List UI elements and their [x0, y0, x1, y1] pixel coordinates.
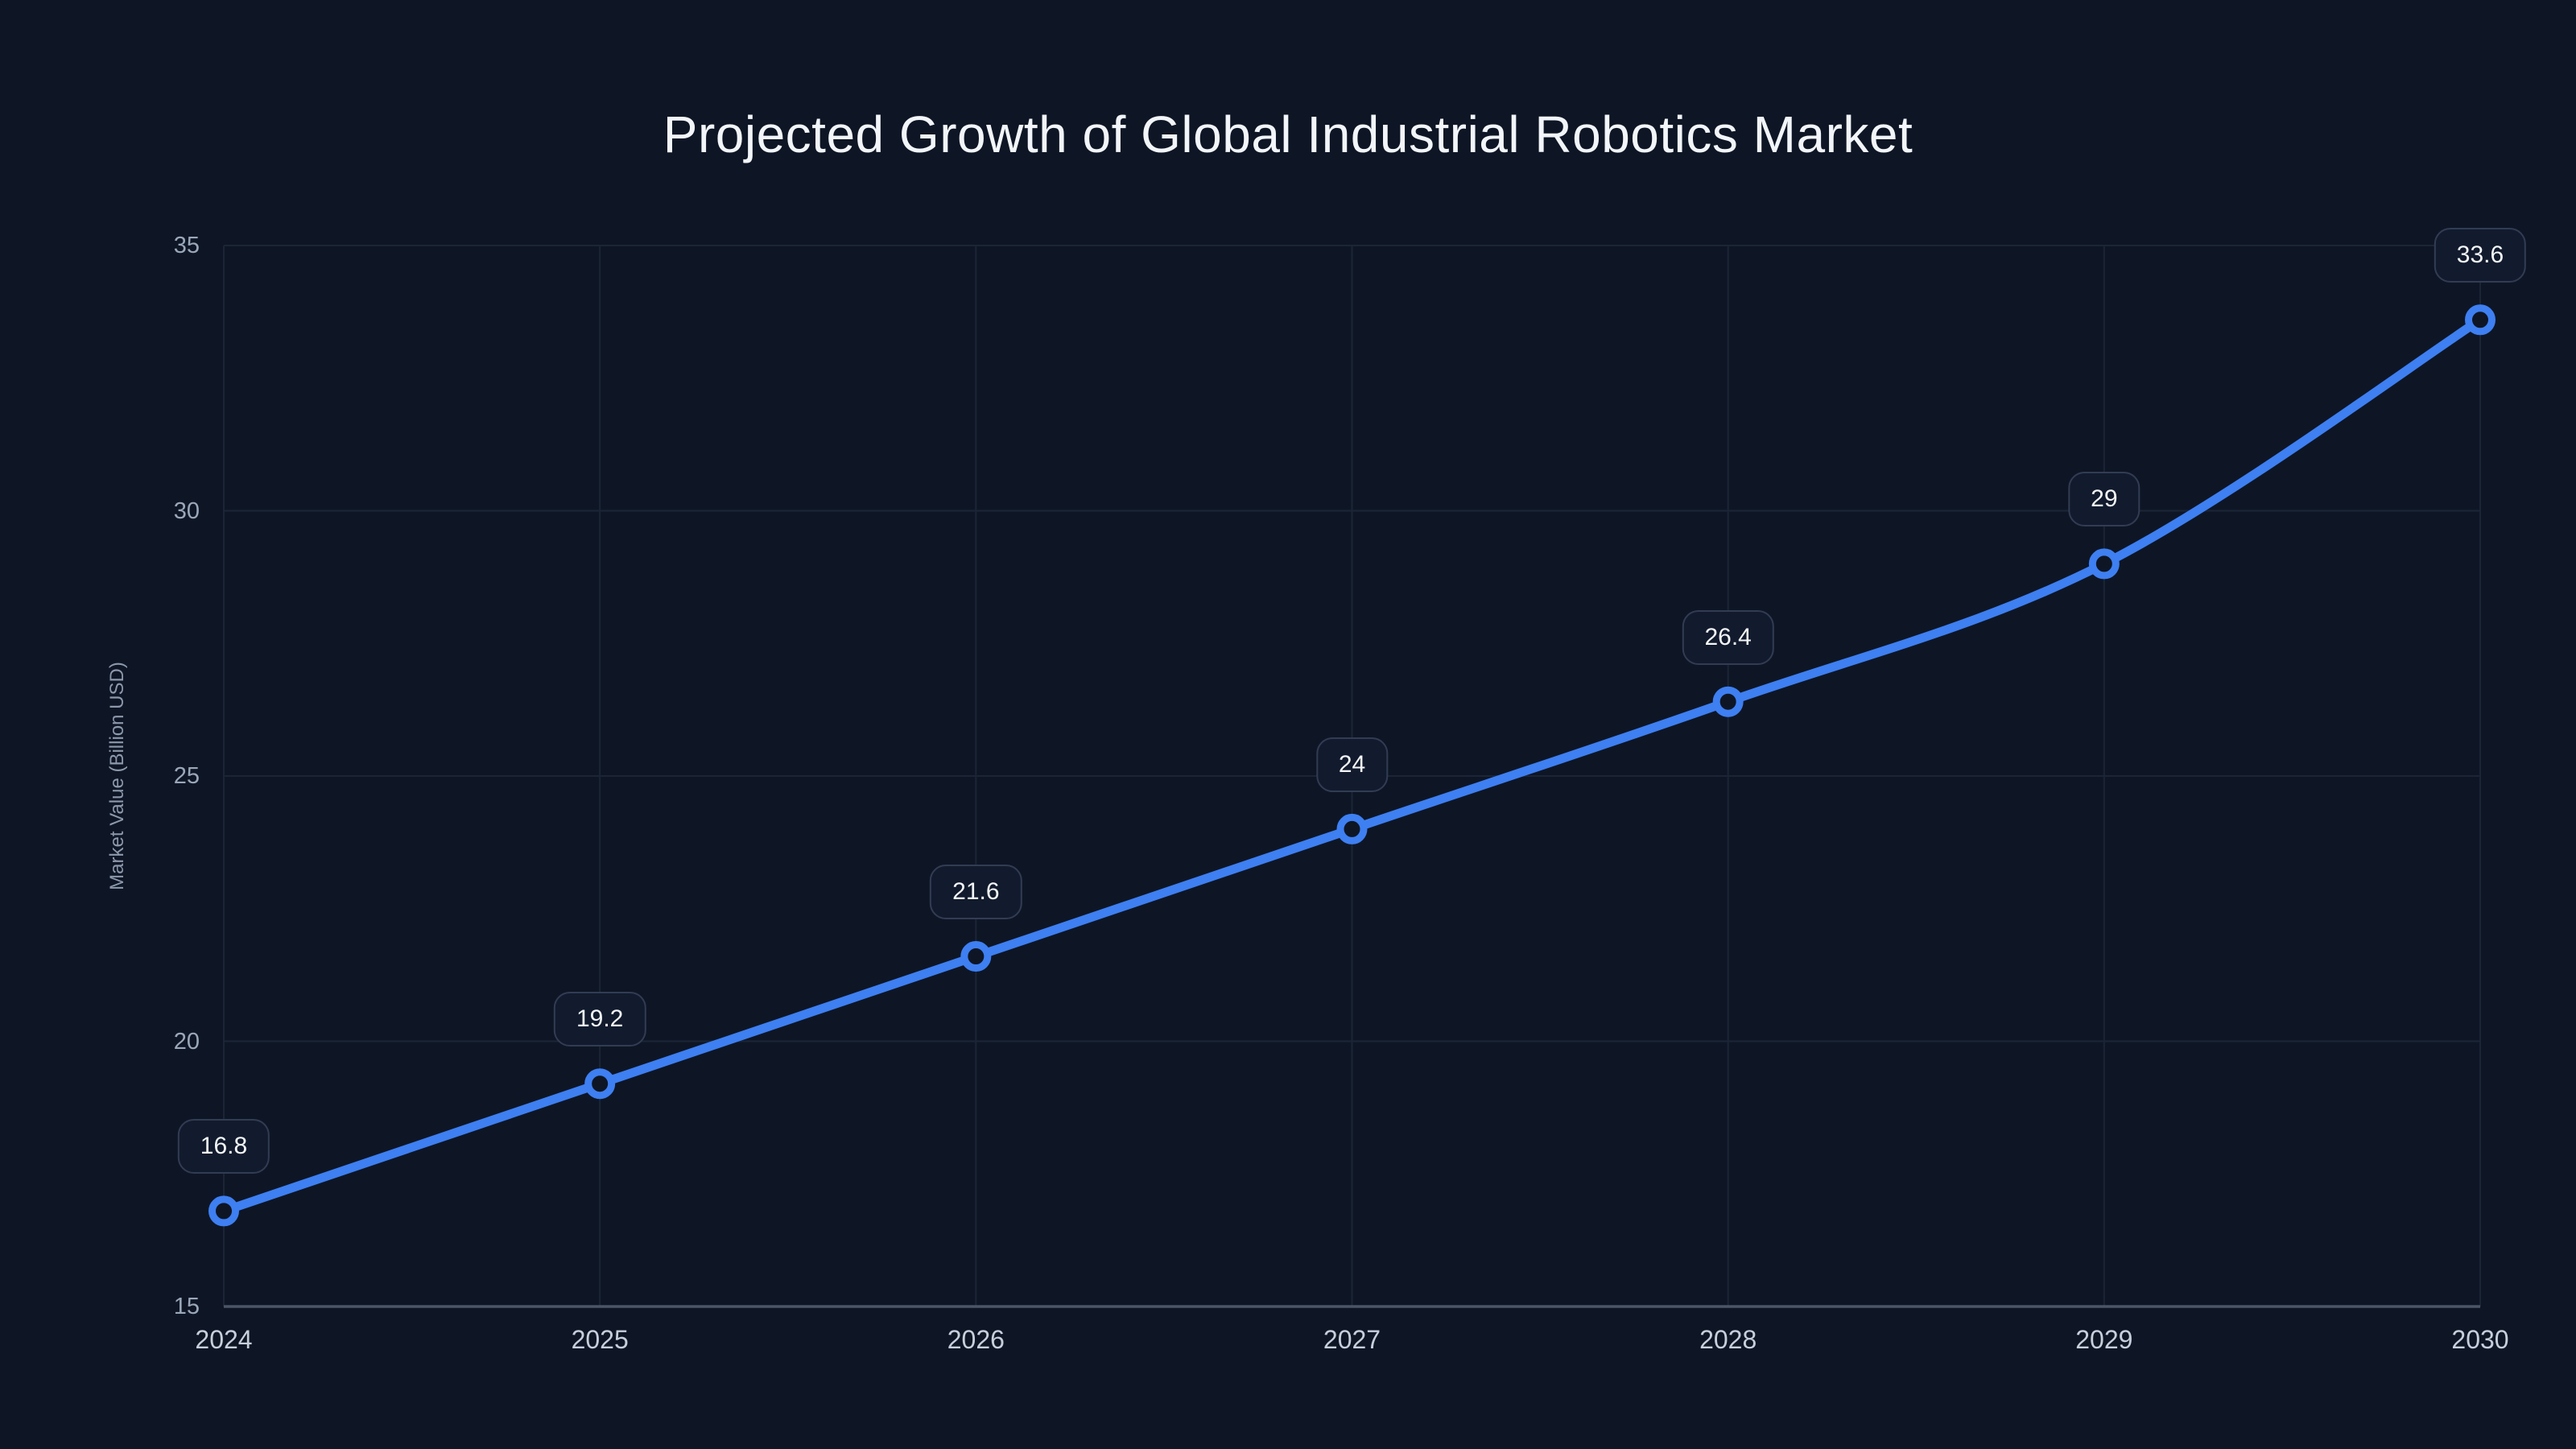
y-tick-label-30: 30	[173, 497, 200, 524]
data-point-2025	[584, 1068, 616, 1100]
x-tick-label-2029: 2029	[2075, 1325, 2133, 1354]
point-value-label-2026: 21.6	[930, 865, 1022, 920]
data-point-2030	[2465, 304, 2496, 336]
point-value-label-2029: 29	[2068, 472, 2140, 527]
point-value-label-2027: 24	[1315, 737, 1389, 792]
point-value-label-2024: 16.8	[177, 1119, 270, 1174]
data-point-2024	[208, 1195, 239, 1227]
y-tick-label-15: 15	[173, 1294, 200, 1319]
data-point-2027	[1336, 813, 1368, 844]
x-tick-label-2024: 2024	[195, 1325, 253, 1354]
x-tick-label-2028: 2028	[1699, 1325, 1757, 1354]
x-tick-label-2025: 2025	[571, 1325, 629, 1354]
x-tick-label-2030: 2030	[2451, 1325, 2509, 1354]
point-value-label-2030: 33.6	[2434, 228, 2527, 283]
y-tick-label-25: 25	[173, 763, 200, 789]
data-point-2028	[1712, 686, 1744, 717]
y-tick-label-20: 20	[173, 1028, 200, 1055]
point-value-label-2025: 19.2	[553, 992, 646, 1047]
y-tick-label-35: 35	[173, 233, 200, 258]
plot-area	[208, 245, 2496, 1308]
data-point-2029	[2088, 548, 2120, 580]
x-tick-label-2026: 2026	[947, 1325, 1005, 1354]
x-tick-label-2027: 2027	[1323, 1325, 1381, 1354]
chart-title: Projected Growth of Global Industrial Ro…	[663, 105, 1913, 163]
point-value-label-2028: 26.4	[1682, 609, 1774, 665]
data-point-2026	[960, 941, 992, 972]
